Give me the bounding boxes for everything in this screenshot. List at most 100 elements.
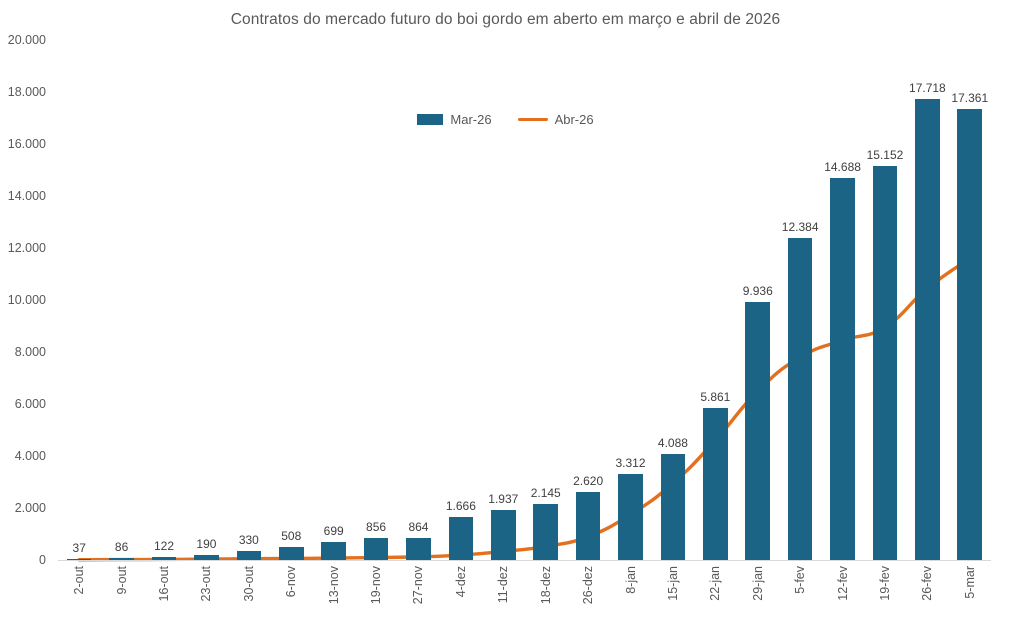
x-axis-tick: 8-jan	[609, 566, 651, 628]
x-axis-tick-label: 26-dez	[581, 566, 596, 605]
y-axis-tick-label: 2.000	[14, 501, 46, 515]
x-axis-tick-label: 5-fev	[793, 566, 808, 594]
bar-value-label: 14.688	[824, 160, 861, 175]
bar-value-label: 17.361	[951, 90, 989, 105]
x-axis-tick: 18-dez	[525, 566, 567, 628]
legend-label: Abr-26	[554, 112, 594, 127]
bar[interactable]	[194, 555, 219, 560]
x-axis-tick: 12-fev	[821, 566, 863, 628]
bar[interactable]	[448, 516, 474, 560]
bar[interactable]	[151, 556, 177, 560]
x-axis-tick: 30-out	[228, 566, 270, 628]
x-axis-tick: 5-fev	[779, 566, 821, 628]
bar-value-label: 12.384	[781, 220, 819, 235]
x-axis-tick: 6-nov	[270, 566, 312, 628]
bar[interactable]	[872, 166, 898, 560]
x-axis-tick: 16-out	[143, 566, 185, 628]
x-axis-tick: 9-out	[100, 566, 142, 628]
x-axis-tick: 22-jan	[694, 566, 736, 628]
bar[interactable]	[660, 453, 686, 560]
x-axis-tick: 19-nov	[355, 566, 397, 628]
bar-value-label: 856	[366, 519, 387, 534]
x-axis-tick: 2-out	[58, 566, 100, 628]
y-axis-tick-label: 4.000	[14, 449, 46, 463]
bar[interactable]	[363, 537, 389, 560]
x-axis-tick-label: 19-nov	[369, 566, 384, 605]
legend-label: Mar-26	[450, 112, 492, 127]
bar[interactable]	[703, 407, 728, 560]
bar[interactable]	[109, 557, 134, 560]
bar[interactable]	[830, 178, 855, 560]
legend-item-abr-26[interactable]: Abr-26	[517, 112, 594, 127]
bar-value-label: 86	[114, 539, 129, 554]
bar[interactable]	[787, 238, 813, 560]
bar[interactable]	[618, 473, 643, 560]
plot-area: 37 86 122 190 330 508 699 856 864 1.666 1.937 2.145…	[58, 40, 991, 562]
chart-title: Contratos do mercado futuro do boi gordo…	[230, 11, 781, 28]
bar[interactable]	[745, 301, 771, 560]
x-axis-tick-label: 4-dez	[453, 566, 468, 598]
bar-value-label: 1.937	[488, 491, 519, 506]
x-axis-tick-label: 18-dez	[538, 566, 553, 605]
x-axis-tick-label: 6-nov	[284, 566, 299, 598]
x-axis-tick-label: 19-fev	[877, 566, 892, 601]
x-axis-tick: 5-mar	[949, 566, 991, 628]
x-axis-tick: 29-jan	[737, 566, 779, 628]
x-axis-tick: 27-nov	[397, 566, 439, 628]
bar[interactable]	[321, 541, 346, 560]
x-axis-tick-label: 27-nov	[411, 566, 426, 605]
x-axis-tick-label: 11-dez	[496, 566, 511, 604]
x-axis-tick-label: 22-jan	[708, 566, 723, 601]
bar-value-label: 699	[323, 523, 344, 538]
x-axis-tick-label: 12-fev	[835, 566, 850, 601]
x-axis-tick-label: 30-out	[241, 566, 256, 602]
x-axis-tick-label: 29-jan	[750, 566, 765, 601]
x-axis-tick: 11-dez	[482, 566, 524, 628]
bar[interactable]	[278, 546, 304, 560]
legend-bar-swatch-icon	[417, 114, 444, 125]
bar-value-label: 9.936	[742, 283, 773, 298]
bar-value-label: 17.718	[909, 81, 946, 96]
legend-line-swatch-icon	[517, 117, 548, 122]
bar-value-label: 1.666	[445, 498, 476, 513]
x-axis-tick: 26-fev	[906, 566, 948, 628]
y-axis: 0 2.000 4.000 6.000 8.000 10.000 12.000 14.000 1…	[0, 0, 56, 629]
bar-value-label: 2.620	[573, 473, 604, 488]
y-axis-tick-label: 6.000	[14, 397, 46, 411]
bar-value-label: 190	[196, 537, 217, 552]
y-axis-tick-label: 8.000	[14, 345, 46, 359]
bar[interactable]	[533, 504, 558, 560]
bar[interactable]	[66, 559, 92, 560]
bar[interactable]	[236, 551, 262, 560]
x-axis-tick: 13-nov	[312, 566, 354, 628]
legend-item-mar-26[interactable]: Mar-26	[417, 112, 492, 127]
bar[interactable]	[957, 108, 983, 560]
x-axis-tick-label: 26-fev	[920, 566, 935, 601]
chart-legend[interactable]: Mar-26 Abr-26	[0, 112, 1011, 127]
y-axis-tick-label: 14.000	[7, 189, 46, 203]
x-axis-tick-label: 5-mar	[962, 566, 977, 599]
y-axis-tick-label: 12.000	[7, 241, 46, 255]
x-axis-tick-label: 9-out	[114, 566, 129, 595]
bar-value-label: 15.152	[866, 148, 904, 163]
bar[interactable]	[490, 509, 516, 560]
bar-value-label: 37	[72, 541, 86, 556]
y-axis-tick-label: 10.000	[7, 293, 46, 307]
bar-value-label: 330	[238, 533, 259, 548]
x-axis-tick: 15-jan	[652, 566, 694, 628]
x-axis-tick-label: 2-out	[72, 566, 87, 595]
bar[interactable]	[915, 99, 940, 560]
x-axis-tick-label: 8-jan	[623, 566, 638, 594]
y-axis-tick-label: 20.000	[7, 33, 46, 47]
bar-value-label: 3.312	[615, 455, 646, 470]
bar-value-label: 5.861	[700, 389, 731, 404]
x-axis-tick-label: 15-jan	[665, 566, 680, 601]
x-axis-tick-label: 23-out	[199, 566, 214, 602]
x-axis-tick-label: 16-out	[157, 566, 172, 602]
y-axis-tick-label: 0	[39, 553, 46, 567]
bar-value-label: 2.145	[530, 486, 561, 501]
bar[interactable]	[406, 537, 431, 560]
x-axis-tick: 19-fev	[864, 566, 906, 628]
bar[interactable]	[575, 491, 601, 560]
bar-value-label: 864	[408, 519, 429, 534]
